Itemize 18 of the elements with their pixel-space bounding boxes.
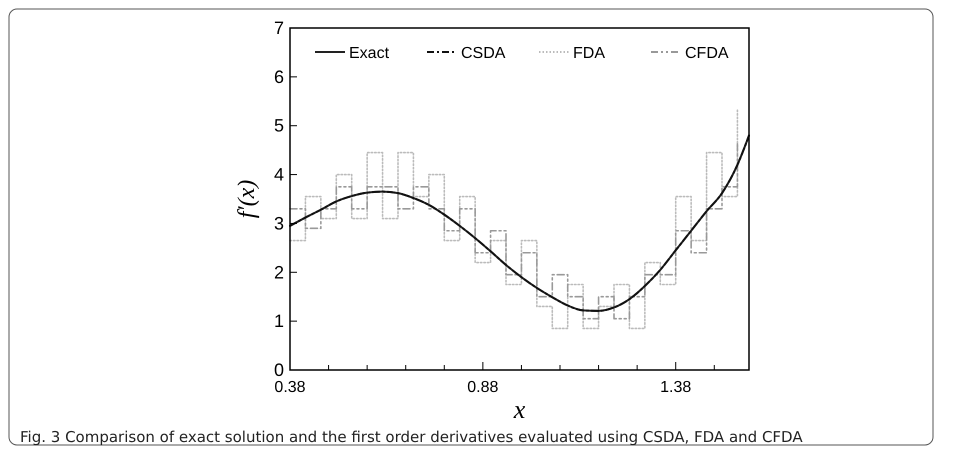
x-axis-title: x [512,395,526,424]
legend-label: CSDA [461,45,506,62]
y-axis-title: f′(x) [234,180,260,218]
legend-label: Exact [349,45,390,62]
y-tick-label: 5 [274,116,284,136]
y-tick-label: 7 [274,18,284,38]
x-tick-label: 0.88 [467,379,499,396]
x-tick-label: 0.38 [274,379,306,396]
y-tick-label: 4 [274,164,284,185]
legend-label: CFDA [685,45,729,62]
legend-label: FDA [573,45,606,62]
y-tick-label: 6 [274,66,284,87]
y-tick-label: 3 [274,213,284,234]
y-tick-label: 1 [274,311,284,332]
y-tick-label: 2 [274,262,284,282]
y-tick-label: 0 [274,360,284,380]
caption: Fig. 3 Comparison of exact solution and the first order derivatives evaluated using CSDA, FDA and CFDA [20,428,804,446]
x-tick-label: 1.38 [660,379,692,396]
